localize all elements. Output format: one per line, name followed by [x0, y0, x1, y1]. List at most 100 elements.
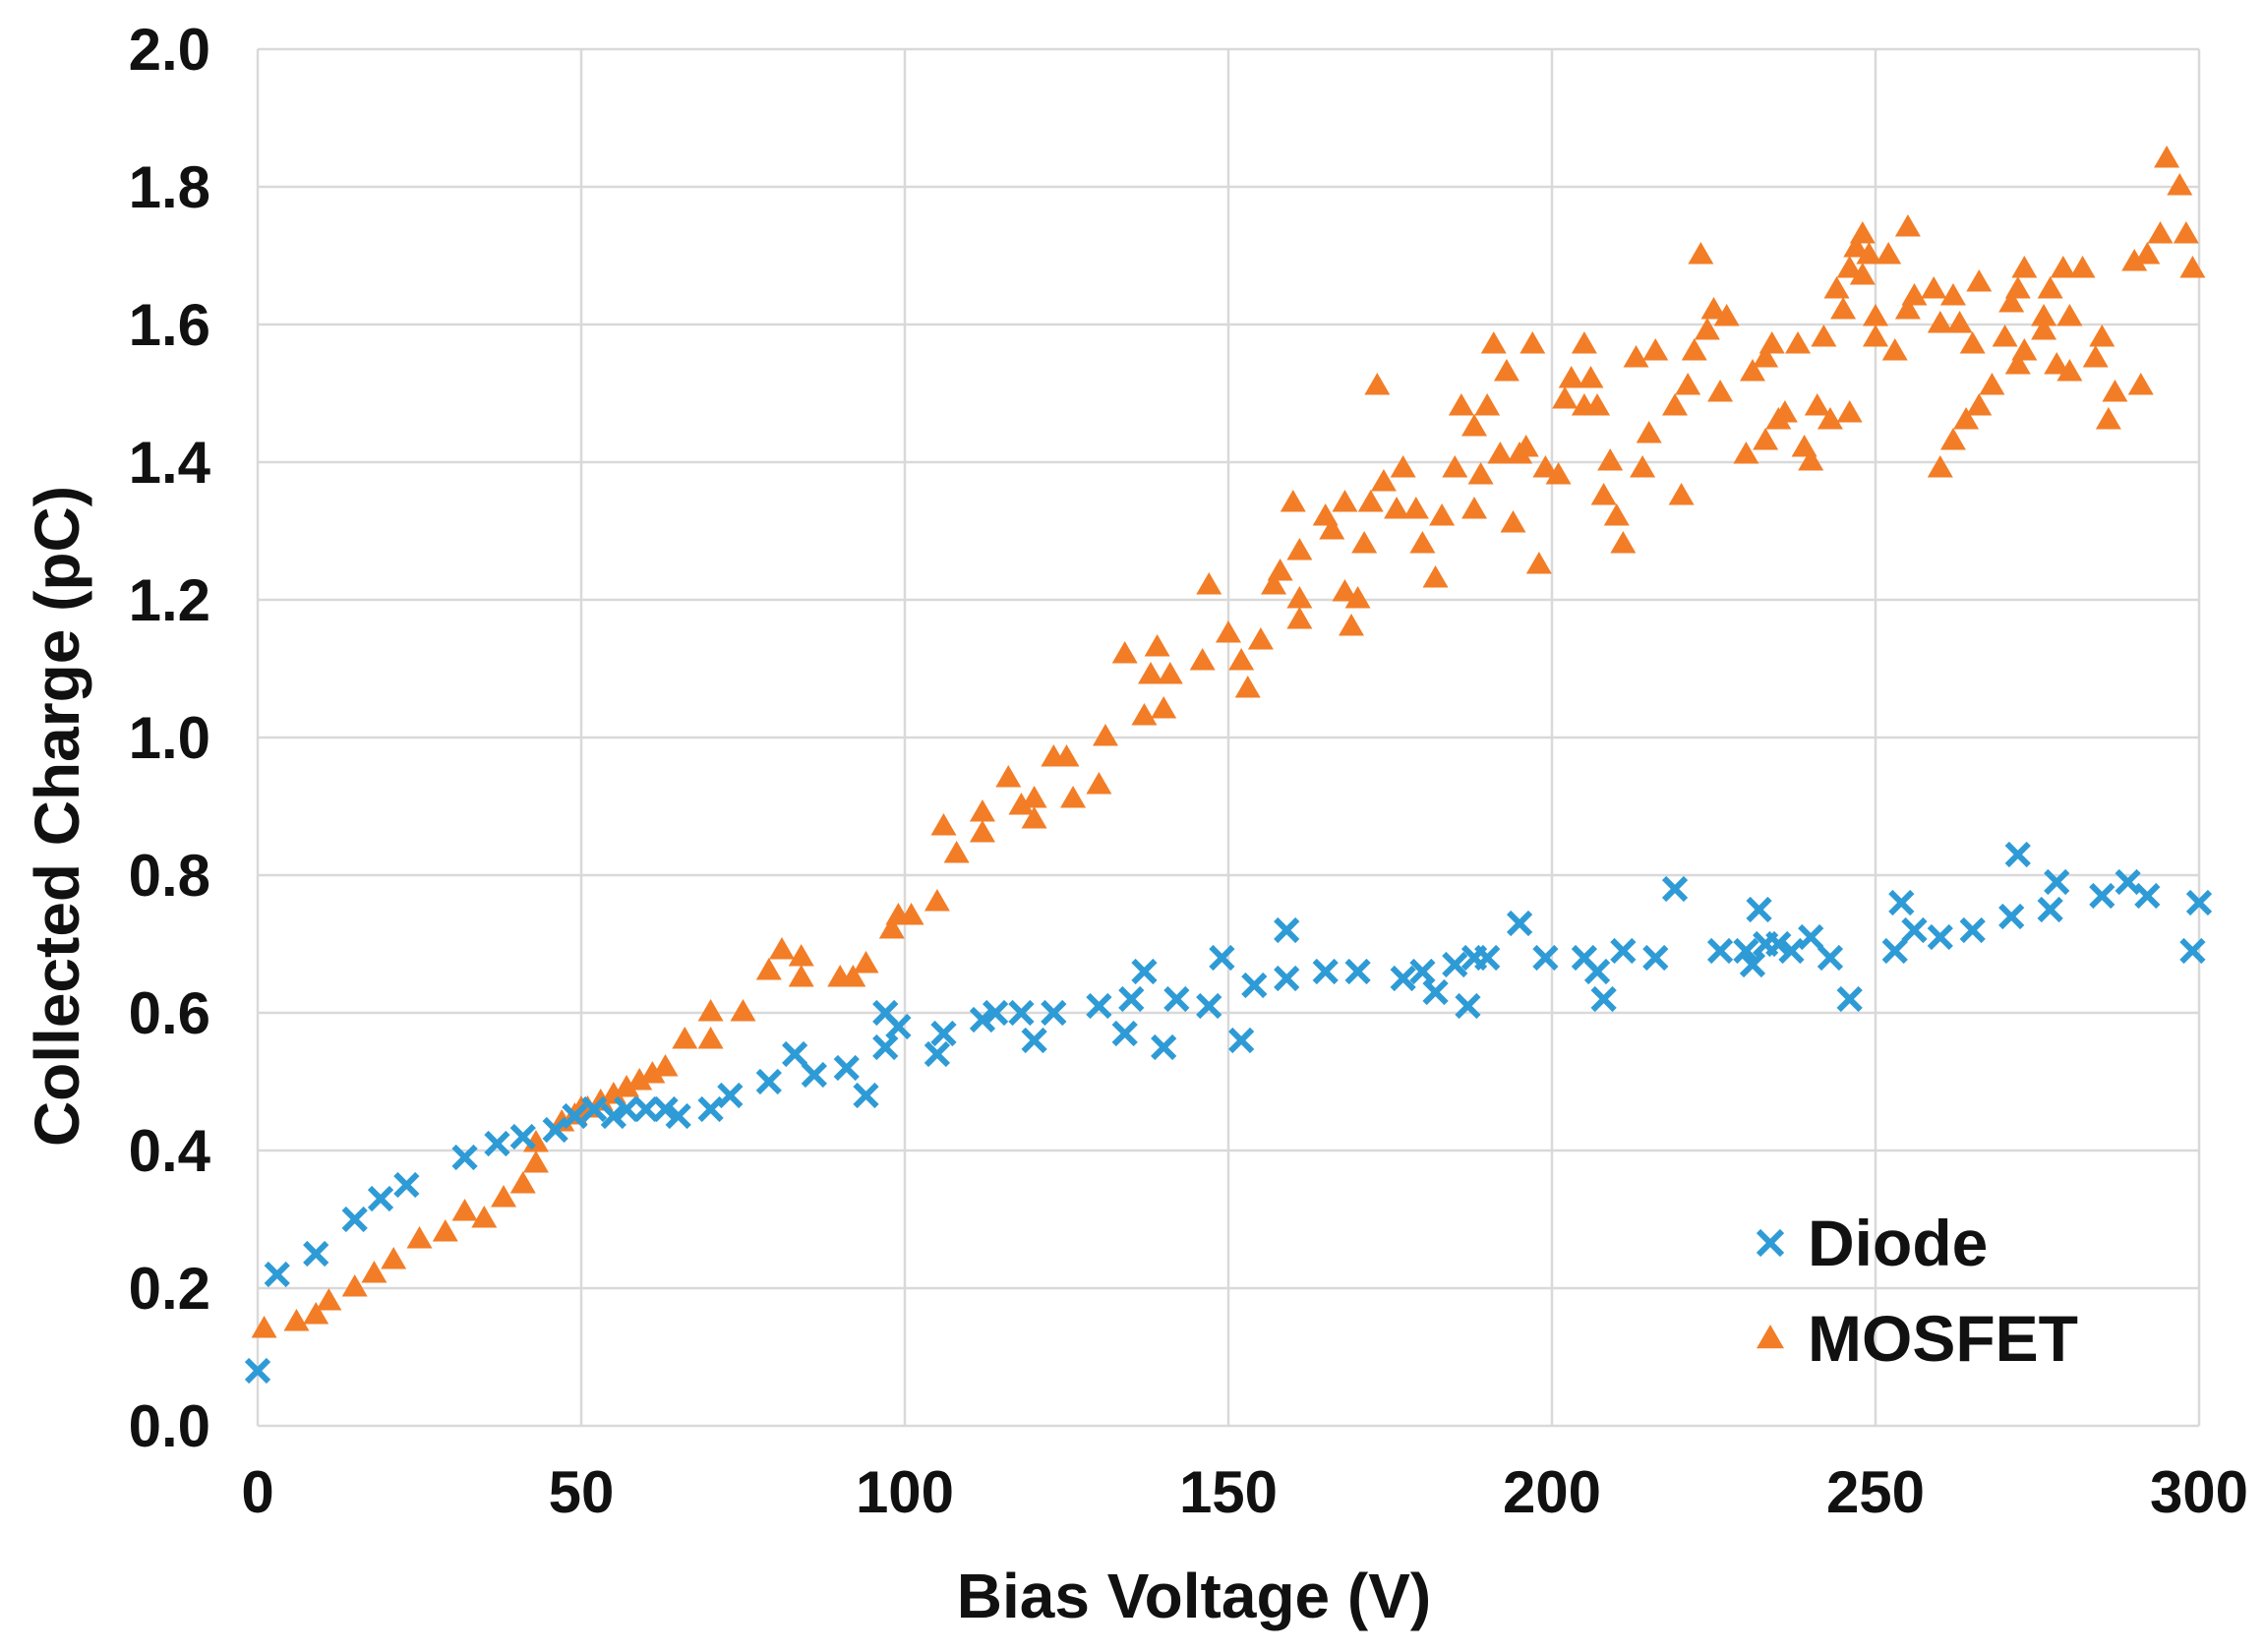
x-axis-title: Bias Voltage (V) [957, 1561, 1431, 1631]
diode-point [2004, 841, 2031, 868]
diode-point [2115, 868, 2141, 896]
diode-point [2089, 882, 2115, 910]
mosfet-point [1247, 627, 1274, 650]
diode-point [923, 1040, 951, 1068]
mosfet-point [1196, 572, 1222, 595]
mosfet-point [1500, 510, 1526, 533]
diode-point [1086, 992, 1112, 1020]
mosfet-point [697, 999, 724, 1022]
mosfet-point [1008, 793, 1035, 815]
mosfet-point [1344, 586, 1371, 609]
diode-point [755, 1068, 782, 1095]
mosfet-point [1863, 324, 1888, 347]
mosfet-point [1921, 276, 1947, 299]
mosfet-point [2179, 256, 2206, 278]
mosfet-point [652, 1054, 679, 1077]
diode-point [665, 1102, 691, 1130]
mosfet-point [1021, 786, 1047, 808]
mosfet-point [1590, 483, 1617, 505]
diode-point [1746, 896, 1772, 923]
mosfet-point [1610, 531, 1637, 554]
mosfet-point [1597, 448, 1624, 471]
diode-point [1661, 875, 1689, 903]
mosfet-point [1817, 407, 1843, 430]
diode-point [885, 1013, 912, 1040]
mosfet-point [614, 1075, 640, 1097]
diode-point [264, 1261, 290, 1288]
mosfet-point [672, 1027, 698, 1049]
mosfet-point [2037, 276, 2063, 299]
mosfet-point [853, 951, 879, 974]
mosfet-point [1461, 414, 1488, 437]
diode-point [367, 1185, 394, 1212]
mosfet-point [2134, 242, 2161, 265]
mosfet-point [1487, 442, 1514, 464]
diode-point [1959, 916, 1986, 944]
mosfet-point [1474, 393, 1501, 416]
mosfet-point [2011, 256, 2038, 278]
mosfet-point [1992, 324, 2018, 347]
mosfet-point [626, 1068, 653, 1091]
mosfet-point [1092, 724, 1118, 746]
mosfet-point [1189, 648, 1216, 671]
x-tick-label: 0 [241, 1459, 273, 1525]
diode-point [1888, 889, 1915, 916]
mosfet-point [1402, 497, 1429, 519]
mosfet-point [1357, 490, 1384, 512]
mosfet-point [1138, 662, 1164, 684]
y-tick-label: 2.0 [129, 17, 210, 83]
mosfet-point [1771, 400, 1798, 423]
mosfet-point [1339, 614, 1365, 636]
diode-point [1228, 1027, 1255, 1054]
mosfet-point [788, 965, 814, 987]
mosfet-point [1707, 380, 1734, 402]
mosfet-point [1836, 400, 1863, 423]
mosfet-point [2154, 146, 2180, 168]
diode-point [1798, 923, 1824, 951]
mosfet-point [2056, 359, 2083, 382]
mosfet-point [251, 1316, 277, 1338]
diode-point [1422, 978, 1449, 1006]
diode-point [1642, 944, 1669, 972]
mosfet-point [1351, 531, 1378, 554]
mosfet-point [1713, 304, 1740, 326]
mosfet-point [1733, 442, 1759, 464]
diode-point [1590, 985, 1617, 1013]
mosfet-point [995, 765, 1022, 788]
diode-point [697, 1095, 724, 1123]
diode-point [2179, 937, 2206, 965]
y-tick-label: 0.4 [129, 1118, 211, 1184]
diode-point [1765, 930, 1792, 958]
y-tick-label: 0.6 [129, 980, 210, 1046]
legend-marker-mosfet [1757, 1324, 1784, 1349]
mosfet-point [1966, 393, 1993, 416]
diode-point [1739, 951, 1766, 978]
legend-x-marker-icon [1756, 1228, 1785, 1258]
mosfet-point [1280, 490, 1306, 512]
mosfet-point [1151, 696, 1177, 719]
diode-point [1274, 916, 1300, 944]
diode-point [393, 1171, 420, 1199]
mosfet-point [2095, 407, 2121, 430]
mosfet-point [406, 1226, 433, 1249]
diode-point [1901, 916, 1928, 944]
mosfet-point [1823, 276, 1850, 299]
legend-marker-diode [1756, 1228, 1785, 1258]
mosfet-point [1216, 620, 1241, 643]
mosfet-point [1493, 359, 1519, 382]
mosfet-point [2167, 173, 2193, 196]
mosfet-point [1422, 565, 1449, 588]
diode-point [1817, 944, 1844, 972]
diode-point [853, 1082, 879, 1109]
diode-point [1836, 985, 1863, 1013]
mosfet-point [1979, 373, 2005, 395]
mosfet-point [522, 1150, 549, 1173]
mosfet-point [1811, 324, 1837, 347]
mosfet-point [1519, 331, 1546, 354]
mosfet-point [1467, 462, 1494, 485]
mosfet-point [2044, 352, 2070, 375]
mosfet-point [1552, 386, 1579, 409]
mosfet-point [755, 958, 782, 980]
